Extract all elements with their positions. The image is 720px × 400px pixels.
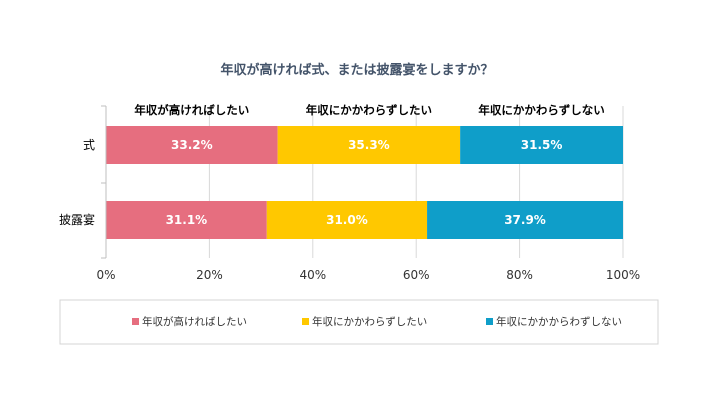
- x-tick-label: 60%: [403, 268, 430, 282]
- legend-label: 年収が高ければしたい: [142, 315, 247, 328]
- data-label: 31.5%: [521, 138, 563, 152]
- legend-swatch: [486, 318, 493, 325]
- legend-label: 年収にかかからわずしない: [496, 315, 622, 328]
- bar-segment: [266, 201, 428, 239]
- bar-segment: [106, 201, 267, 239]
- bar-segment: [427, 201, 623, 239]
- x-tick-label: 40%: [299, 268, 326, 282]
- bar-segment: [106, 126, 278, 164]
- legend-label: 年収にかかわらずしたい: [312, 315, 427, 328]
- data-label: 31.0%: [326, 213, 368, 227]
- column-header: 年収が高ければしたい: [134, 103, 249, 117]
- legend-box: [59, 299, 659, 345]
- data-label: 35.3%: [348, 138, 390, 152]
- column-headers: 年収が高ければしたい 年収にかかわらずしたい 年収にかかわらずしない: [134, 103, 604, 117]
- legend-swatch: [302, 318, 309, 325]
- legend: 年収が高ければしたい 年収にかかわらずしたい 年収にかかからわずしない: [132, 315, 622, 328]
- data-label: 37.9%: [504, 213, 546, 227]
- bar-segment: [277, 126, 461, 164]
- chart-title: 年収が高ければ式、または披露宴をしますか？: [220, 62, 493, 78]
- category-label: 式: [83, 138, 95, 152]
- column-header: 年収にかかわらずしたい: [306, 103, 432, 117]
- x-tick-label: 0%: [96, 268, 115, 282]
- x-tick-label: 20%: [196, 268, 223, 282]
- x-tick-label: 80%: [506, 268, 533, 282]
- bars: 33.2% 35.3% 31.5% 31.1% 31.0% 37.9%: [106, 126, 623, 239]
- bar-segment: [460, 126, 623, 164]
- x-tick-label: 100%: [606, 268, 640, 282]
- data-label: 33.2%: [171, 138, 213, 152]
- data-label: 31.1%: [166, 213, 208, 227]
- category-label: 披露宴: [59, 212, 95, 227]
- column-header: 年収にかかわらずしない: [478, 103, 604, 117]
- legend-swatch: [132, 318, 139, 325]
